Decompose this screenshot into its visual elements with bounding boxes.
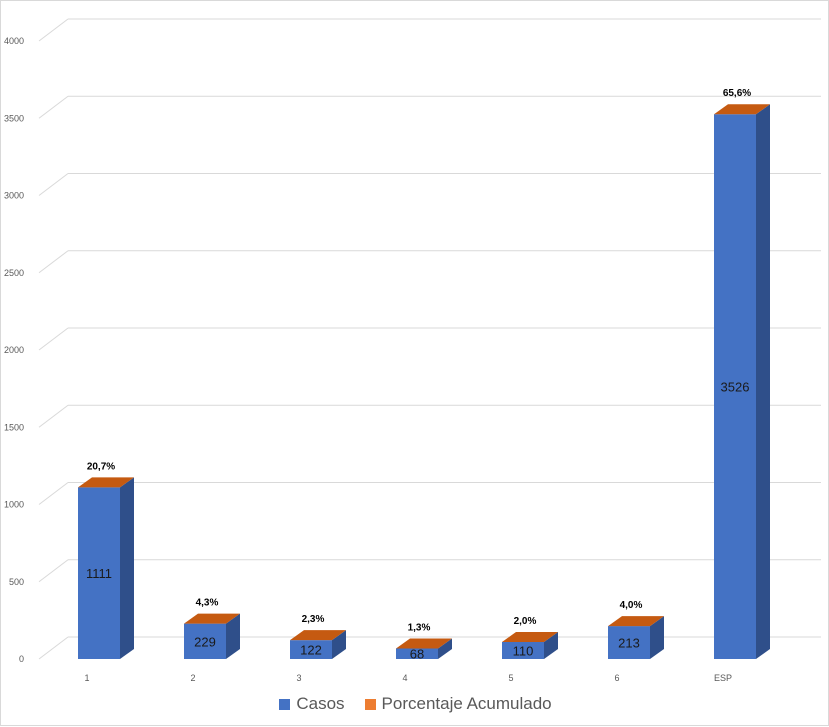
bar-value-label: 110 <box>513 644 534 659</box>
bar-percent-label: 1,3% <box>408 622 431 633</box>
x-tick-label: 6 <box>614 673 619 683</box>
legend-item-casos: Casos <box>279 694 345 714</box>
y-tick-label: 3000 <box>4 191 24 201</box>
y-tick-label: 0 <box>19 654 24 664</box>
legend-swatch-porcentaje <box>364 698 376 710</box>
bar-value-label: 213 <box>618 636 640 651</box>
bar-percent-label: 4,3% <box>196 598 219 609</box>
bar-value-label: 68 <box>410 647 424 662</box>
bar-front <box>608 626 650 659</box>
bar-percent-label: 4,0% <box>620 600 643 611</box>
bar-top <box>502 632 558 643</box>
bar-side <box>332 630 346 659</box>
bar-percent-label: 20,7% <box>87 461 115 472</box>
bar-percent-label: 2,3% <box>302 614 325 625</box>
bar-front <box>714 114 756 659</box>
legend-label-porcentaje: Porcentaje Acumulado <box>381 694 552 713</box>
bar-top <box>396 638 452 649</box>
bar-front <box>396 648 438 659</box>
y-tick-label: 1500 <box>4 422 24 432</box>
bar-side <box>650 616 664 659</box>
bar-top <box>290 630 346 641</box>
bar-side <box>544 632 558 659</box>
bar-front <box>502 642 544 659</box>
legend: Casos Porcentaje Acumulado <box>1 694 829 714</box>
gridline-diag <box>38 636 69 660</box>
bar-value-label: 3526 <box>721 380 750 395</box>
x-tick-label: 1 <box>84 673 89 683</box>
gridline-diag <box>38 173 69 196</box>
bar-value-label: 229 <box>194 634 216 649</box>
bar-percent-label: 2,0% <box>514 616 537 627</box>
y-tick-label: 500 <box>9 577 24 587</box>
bar-side <box>438 638 452 659</box>
y-tick-label: 2000 <box>4 345 24 355</box>
x-tick-label: 3 <box>296 673 301 683</box>
x-tick-label: 2 <box>190 673 195 683</box>
y-tick-label: 3500 <box>4 113 24 123</box>
bar-front <box>78 487 120 659</box>
gridline-diag <box>38 482 69 505</box>
legend-label-casos: Casos <box>296 694 345 713</box>
x-tick-label: 5 <box>508 673 513 683</box>
bar-front <box>290 640 332 659</box>
x-tick-label: ESP <box>714 673 732 683</box>
bar-value-label: 122 <box>300 643 322 658</box>
legend-swatch-casos <box>279 698 291 710</box>
y-tick-label: 4000 <box>4 36 24 46</box>
bar-front <box>184 623 226 659</box>
y-tick-label: 2500 <box>4 268 24 278</box>
y-tick-label: 1000 <box>4 500 24 510</box>
bar-side <box>120 477 134 659</box>
gridline-diag <box>38 404 69 428</box>
bar-side <box>226 613 240 659</box>
bar-side <box>756 104 770 659</box>
gridline-diag <box>38 95 69 119</box>
bar-top <box>78 477 134 488</box>
bar-top <box>184 613 240 624</box>
bar-value-label: 1111 <box>86 566 112 581</box>
x-tick-label: 4 <box>402 673 407 683</box>
legend-item-porcentaje: Porcentaje Acumulado <box>364 694 552 714</box>
gridline-diag <box>38 559 69 583</box>
gridline-diag <box>38 327 69 351</box>
gridline-diag <box>38 18 69 42</box>
bar-top <box>608 616 664 627</box>
bar-top <box>714 104 770 115</box>
bar-percent-label: 65,6% <box>723 88 751 99</box>
gridline-diag <box>38 250 69 274</box>
